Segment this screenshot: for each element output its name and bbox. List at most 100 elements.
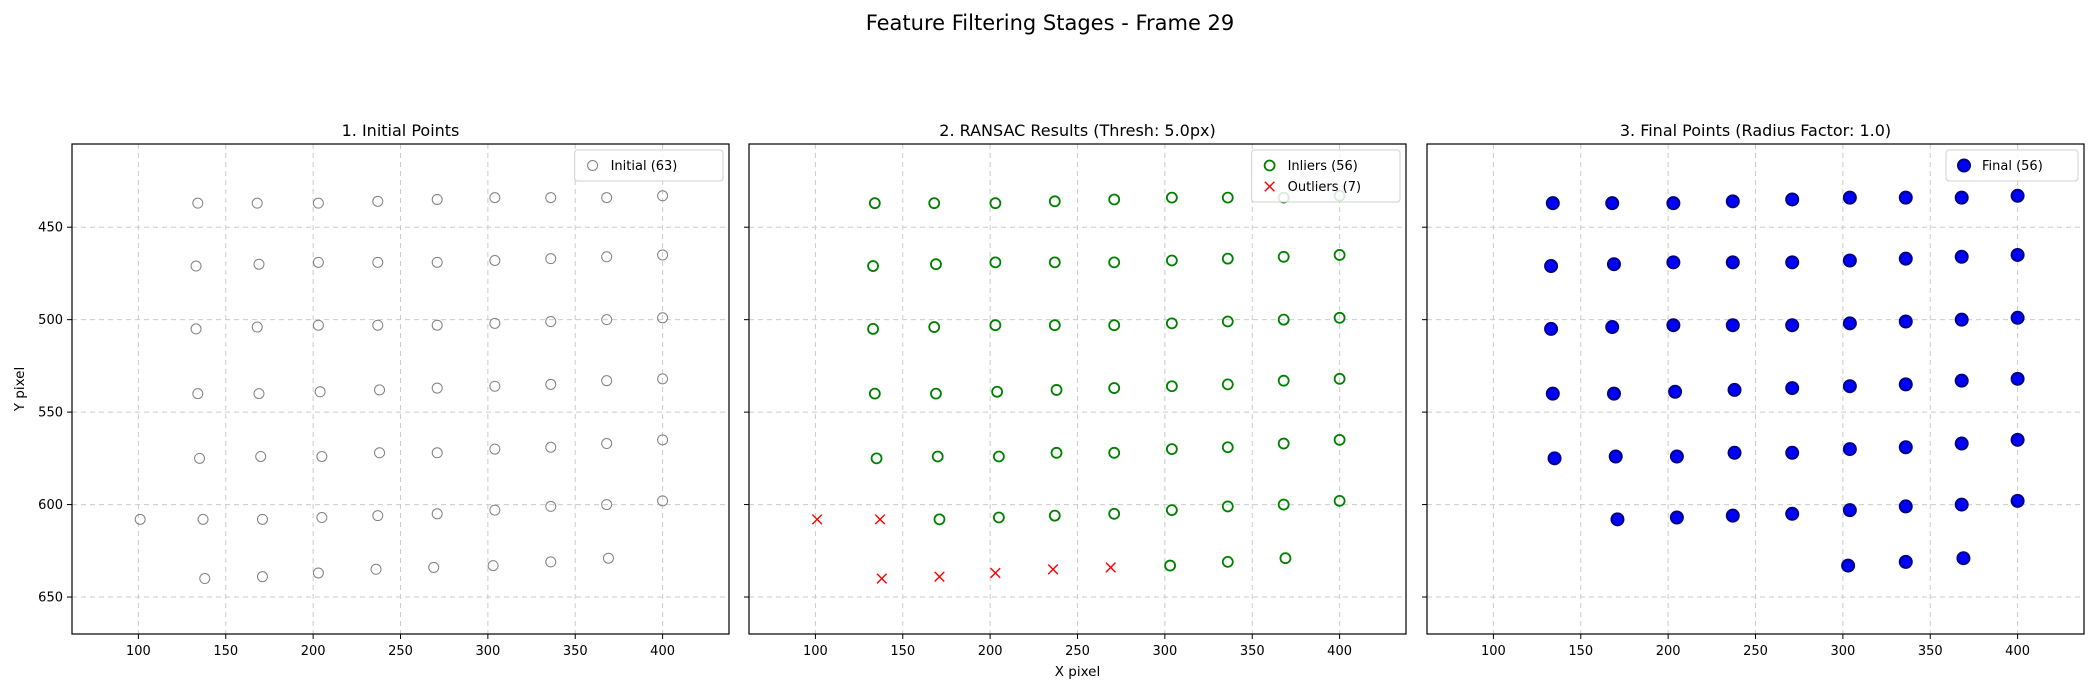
initial-point — [545, 378, 557, 390]
initial-point — [199, 573, 211, 585]
x-tick-label: 200 — [978, 644, 1003, 659]
final-point — [1545, 196, 1560, 211]
initial-point — [489, 443, 501, 455]
inlier-point — [992, 450, 1005, 463]
final-point — [1666, 318, 1681, 333]
initial-point — [545, 500, 557, 512]
initial-point — [657, 312, 669, 324]
outlier-point — [934, 571, 945, 582]
inlier-point — [1165, 254, 1178, 267]
x-tick-label: 300 — [1152, 644, 1177, 659]
initial-point — [431, 256, 443, 268]
final-point — [1610, 512, 1625, 527]
initial-point — [431, 319, 443, 331]
initial-point — [489, 254, 501, 266]
final-point — [1842, 190, 1857, 205]
panel-title: 3. Final Points (Radius Factor: 1.0) — [1620, 121, 1891, 140]
initial-point — [428, 561, 440, 573]
x-tick-label: 100 — [126, 644, 151, 659]
x-tick-label: 200 — [1656, 644, 1681, 659]
initial-point — [601, 375, 613, 387]
inlier-point — [1048, 509, 1061, 522]
data-layer — [811, 189, 1346, 584]
plot-frame — [1426, 143, 2085, 635]
inlier-point — [989, 319, 1002, 332]
legend-label: Inliers (56) — [1288, 159, 1358, 174]
final-point — [1785, 255, 1800, 270]
initial-point — [545, 556, 557, 568]
final-point — [1956, 551, 1971, 566]
final-point — [1842, 253, 1857, 268]
final-point — [1954, 249, 1969, 264]
initial-point — [657, 434, 669, 446]
initial-point — [372, 510, 384, 522]
initial-point — [197, 513, 209, 525]
initial-point — [374, 447, 386, 459]
x-tick-label: 250 — [1743, 644, 1768, 659]
outlier-point — [1047, 563, 1059, 575]
inlier-point — [1048, 195, 1061, 208]
legend-marker — [1264, 181, 1275, 192]
inlier-point — [1165, 317, 1178, 330]
final-point — [1785, 192, 1800, 207]
final-point — [1785, 381, 1800, 396]
initial-point — [372, 319, 384, 331]
final-point — [1669, 449, 1684, 464]
inlier-point — [867, 323, 879, 335]
plot-frame — [748, 143, 1407, 635]
inlier-point — [1165, 443, 1178, 455]
initial-point — [190, 260, 202, 272]
final-point — [1608, 449, 1623, 464]
initial-point — [431, 382, 443, 394]
final-point — [1954, 312, 1969, 327]
outlier-point — [811, 514, 823, 525]
final-point — [1785, 506, 1800, 521]
final-point — [2010, 247, 2025, 262]
inlier-point — [930, 258, 942, 271]
final-point — [2010, 310, 2025, 325]
final-point — [2010, 371, 2025, 386]
initial-point — [489, 192, 501, 204]
inlier-point — [1333, 372, 1346, 385]
inlier-point — [1108, 193, 1121, 206]
initial-point — [657, 249, 669, 261]
final-point — [1725, 318, 1740, 333]
initial-point — [601, 314, 613, 326]
inlier-point — [1165, 380, 1178, 393]
final-point — [1898, 251, 1913, 266]
final-point — [1898, 190, 1913, 205]
inlier-point — [868, 197, 881, 210]
initial-point — [256, 571, 268, 583]
final-point — [1545, 386, 1560, 401]
inlier-point — [1221, 252, 1234, 265]
series-2 — [811, 514, 1116, 584]
initial-point — [312, 197, 324, 209]
final-point — [1605, 196, 1620, 211]
legend: Final (56) — [1945, 149, 2079, 182]
inlier-point — [1108, 507, 1121, 520]
final-point — [1842, 316, 1857, 331]
inlier-point — [1333, 311, 1346, 324]
y-tick-label: 600 — [38, 498, 63, 513]
inlier-point — [930, 387, 942, 400]
inlier-point — [1221, 555, 1234, 568]
inlier-point — [1050, 384, 1063, 396]
inlier-point — [1277, 374, 1290, 387]
panel-1: 100 150 200 250 300 350 400 450 500 550 600 650 1. I… — [12, 121, 730, 659]
y-tick-label: 550 — [38, 406, 63, 421]
outlier-point — [990, 567, 1001, 579]
y-tick-label: 500 — [38, 313, 63, 328]
inlier-point — [1277, 498, 1290, 511]
initial-point — [657, 190, 669, 202]
data-layer — [134, 190, 669, 585]
final-point — [1842, 503, 1857, 518]
final-point — [1666, 196, 1681, 211]
x-tick-label: 350 — [1240, 644, 1265, 659]
legend-label: Initial (63) — [611, 159, 678, 174]
initial-point — [601, 192, 613, 204]
inlier-point — [867, 260, 879, 272]
initial-point — [255, 450, 267, 462]
initial-point — [374, 384, 386, 396]
